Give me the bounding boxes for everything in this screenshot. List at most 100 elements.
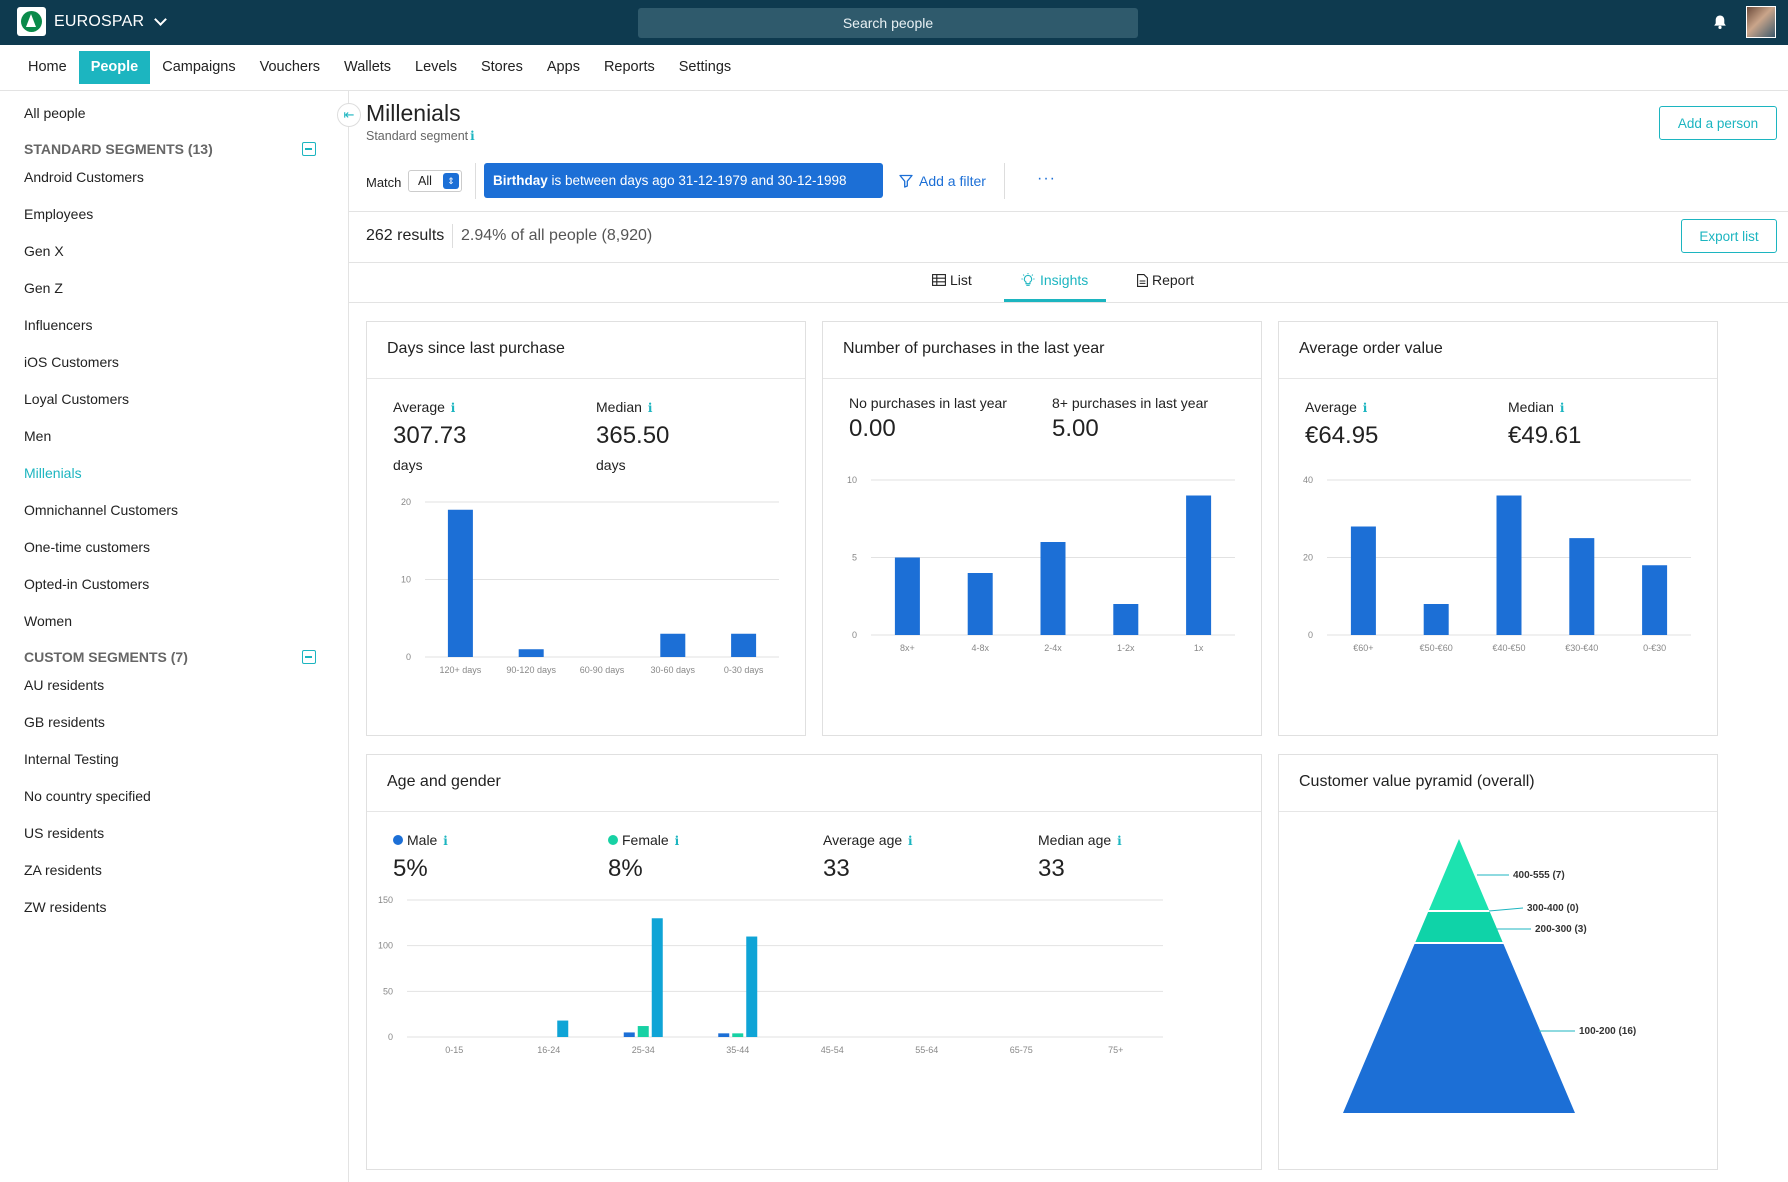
sidebar-item-no-country-specified[interactable]: No country specified (24, 788, 151, 804)
sidebar-item-au-residents[interactable]: AU residents (24, 677, 105, 693)
info-icon[interactable]: i (908, 834, 913, 848)
sidebar-item-influencers[interactable]: Influencers (24, 317, 93, 333)
tab-list[interactable]: List (932, 272, 972, 288)
sidebar-item-men[interactable]: Men (24, 428, 52, 444)
sidebar-item-za-residents[interactable]: ZA residents (24, 862, 102, 878)
divider (367, 811, 1261, 812)
stat-value: €49.61 (1508, 422, 1582, 449)
x-tick-label: 60-90 days (580, 665, 625, 675)
y-tick-label: 20 (401, 497, 411, 507)
divider (475, 163, 476, 199)
divider (1279, 811, 1717, 812)
info-icon[interactable]: i (470, 129, 475, 143)
x-tick-label: 4-8x (971, 643, 989, 653)
nav-apps[interactable]: Apps (546, 59, 580, 75)
bar (731, 633, 757, 657)
nav-vouchers[interactable]: Vouchers (259, 59, 321, 75)
info-icon[interactable]: i (1117, 834, 1122, 848)
sidebar-item-one-time-customers[interactable]: One-time customers (24, 539, 151, 555)
sidebar-item-zw-residents[interactable]: ZW residents (24, 899, 107, 915)
search-input[interactable] (638, 8, 1138, 38)
info-icon[interactable]: i (674, 834, 680, 848)
x-tick-label: 30-60 days (651, 665, 696, 675)
sidebar-item-omnichannel-customers[interactable]: Omnichannel Customers (24, 502, 179, 518)
stat-label: Average i (1305, 399, 1368, 415)
sidebar-item-us-residents[interactable]: US residents (24, 825, 105, 841)
nav-wallets[interactable]: Wallets (344, 59, 392, 75)
divider (367, 378, 805, 379)
days-since-purchase-card: Days since last purchase Average i 307.7… (366, 321, 806, 736)
x-tick-label: 35-44 (726, 1045, 749, 1055)
sidebar-item-gen-z[interactable]: Gen Z (24, 280, 63, 296)
match-label: Match (366, 175, 402, 190)
stat-value: 365.50 (596, 422, 670, 449)
value-pyramid-chart: 400-555 (7) 300-400 (0) 200-300 (3) 100-200… (1343, 839, 1636, 1113)
pyramid-label: 200-300 (3) (1535, 924, 1587, 935)
export-list-button[interactable]: Export list (1681, 219, 1777, 253)
add-filter-button[interactable]: Add a filter (899, 173, 986, 189)
x-tick-label: €50-€60 (1420, 643, 1453, 653)
sidebar-item-employees[interactable]: Employees (24, 206, 94, 222)
more-options-button[interactable]: ··· (1037, 170, 1056, 187)
info-icon[interactable]: i (450, 401, 456, 415)
avatar[interactable] (1746, 6, 1776, 38)
match-select[interactable]: All ⇕ (408, 170, 462, 192)
sidebar-item-all-people[interactable]: All people (24, 105, 86, 121)
nav-reports[interactable]: Reports (603, 59, 655, 75)
x-tick-label: 55-64 (915, 1045, 938, 1055)
sidebar-item-internal-testing[interactable]: Internal Testing (24, 751, 119, 767)
sidebar-item-millenials[interactable]: Millenials (24, 465, 82, 481)
stat-unit: days (596, 457, 626, 473)
card-title: Number of purchases in the last year (843, 340, 1105, 357)
add-person-button[interactable]: Add a person (1659, 106, 1777, 140)
nav-settings[interactable]: Settings (678, 59, 732, 75)
collapse-sidebar-icon[interactable]: ⇤ (337, 103, 361, 127)
collapse-custom-icon[interactable] (302, 650, 316, 664)
bar (623, 1032, 635, 1037)
results-count: 262 results (366, 227, 445, 244)
bar (1642, 565, 1668, 635)
info-icon[interactable]: i (443, 834, 448, 848)
bar (1496, 495, 1522, 635)
nav-levels[interactable]: Levels (415, 59, 457, 75)
bar (651, 918, 663, 1037)
divider (1004, 163, 1005, 199)
brand-switcher[interactable]: EUROSPAR (17, 7, 168, 36)
filter-chip[interactable]: Birthday is between days ago 31-12-1979 … (484, 163, 883, 198)
x-tick-label: €30-€40 (1565, 643, 1598, 653)
divider (452, 224, 453, 248)
info-icon[interactable]: i (1362, 401, 1368, 415)
nav-home[interactable]: Home (28, 59, 67, 75)
bar (1423, 604, 1449, 635)
page-title: Millenials (366, 100, 461, 126)
info-icon[interactable]: i (647, 401, 653, 415)
nav-stores[interactable]: Stores (480, 59, 523, 75)
sidebar-item-android-customers[interactable]: Android Customers (24, 169, 144, 185)
tab-insights[interactable]: Insights (1020, 272, 1088, 288)
sidebar-item-opted-in-customers[interactable]: Opted-in Customers (24, 576, 150, 592)
stat-value: 5.00 (1052, 415, 1099, 442)
x-tick-label: 0-30 days (724, 665, 764, 675)
bar (637, 1026, 649, 1037)
bar (718, 1033, 730, 1037)
sidebar-item-gen-x[interactable]: Gen X (24, 243, 64, 259)
bar (967, 573, 993, 635)
lightbulb-icon (1021, 273, 1035, 286)
info-icon[interactable]: i (1559, 401, 1565, 415)
nav-campaigns[interactable]: Campaigns (162, 59, 236, 75)
collapse-standard-icon[interactable] (302, 142, 316, 156)
nav-people[interactable]: People (78, 51, 151, 84)
tab-report[interactable]: Report (1137, 272, 1194, 288)
sidebar-item-loyal-customers[interactable]: Loyal Customers (24, 391, 130, 407)
sidebar-item-gb-residents[interactable]: GB residents (24, 714, 105, 730)
card-title: Age and gender (387, 773, 501, 790)
pyramid-label: 300-400 (0) (1527, 903, 1579, 914)
filter-text: is between days ago 31-12-1979 and 30-12… (551, 173, 847, 188)
sidebar-item-ios-customers[interactable]: iOS Customers (24, 354, 119, 370)
bar (746, 936, 758, 1037)
x-tick-label: 0-15 (445, 1045, 463, 1055)
bar (1113, 604, 1139, 635)
bell-icon[interactable] (1712, 14, 1728, 30)
sidebar-item-women[interactable]: Women (24, 613, 72, 629)
filter-icon (899, 174, 913, 188)
